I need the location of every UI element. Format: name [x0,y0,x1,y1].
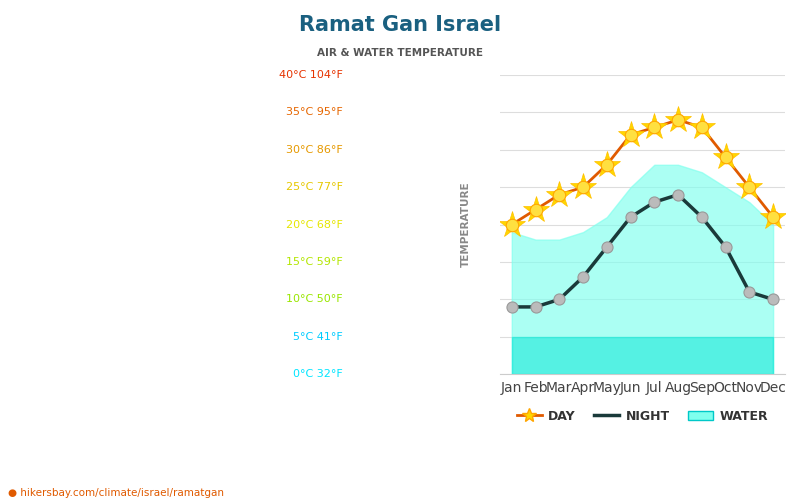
Text: Ramat Gan Israel: Ramat Gan Israel [299,15,501,35]
Text: 40°C 104°F: 40°C 104°F [279,70,343,80]
Text: 0°C 32°F: 0°C 32°F [294,369,343,380]
Text: 35°C 95°F: 35°C 95°F [286,108,343,118]
Text: TEMPERATURE: TEMPERATURE [461,182,470,268]
Text: 20°C 68°F: 20°C 68°F [286,220,343,230]
Text: AIR & WATER TEMPERATURE: AIR & WATER TEMPERATURE [317,48,483,58]
Text: 10°C 50°F: 10°C 50°F [286,294,343,304]
Text: 25°C 77°F: 25°C 77°F [286,182,343,192]
Text: 15°C 59°F: 15°C 59°F [286,257,343,267]
Text: 30°C 86°F: 30°C 86°F [286,145,343,155]
Legend: DAY, NIGHT, WATER: DAY, NIGHT, WATER [512,405,774,428]
Text: ● hikersbay.com/climate/israel/ramatgan: ● hikersbay.com/climate/israel/ramatgan [8,488,224,498]
Text: 5°C 41°F: 5°C 41°F [294,332,343,342]
